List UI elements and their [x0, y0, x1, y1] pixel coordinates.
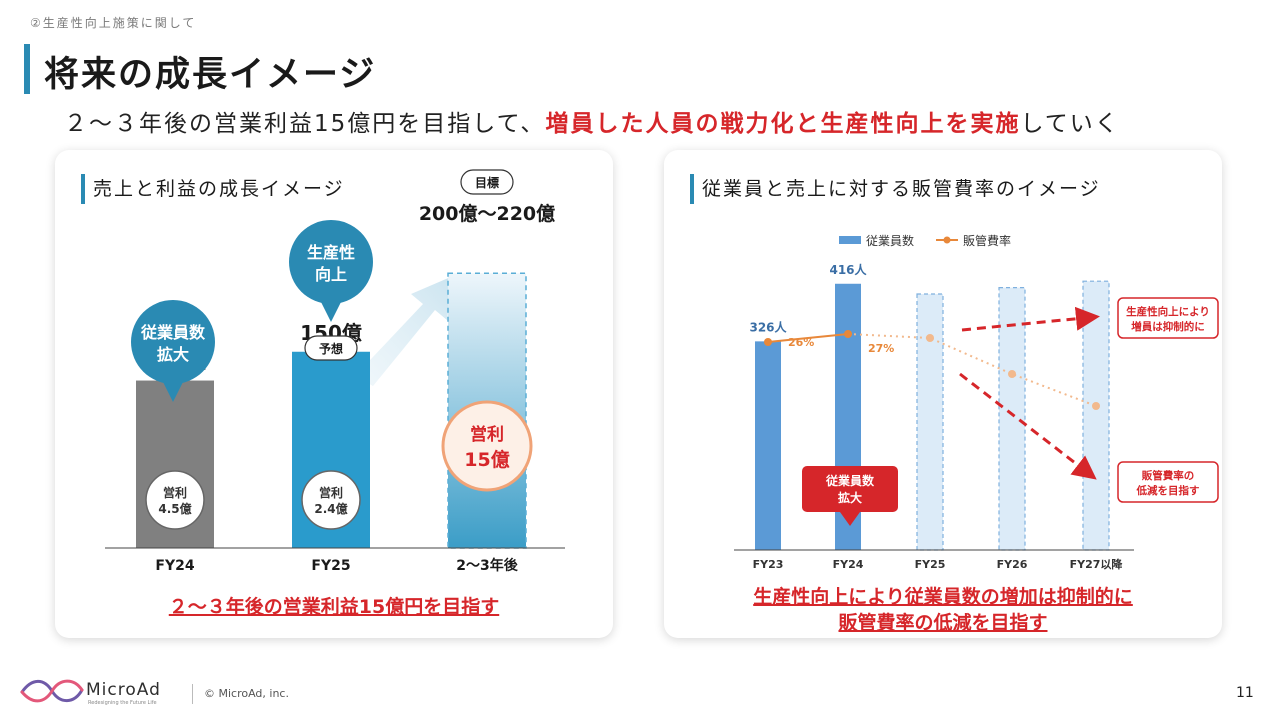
- sga-point: [844, 330, 852, 338]
- callout-pointer: [319, 298, 343, 322]
- legend-label-sga: 販管費率: [963, 233, 1011, 248]
- note-line2: 低減を目指す: [1136, 484, 1200, 497]
- x-tick-label: FY26: [997, 558, 1028, 571]
- footer-divider: [192, 684, 193, 704]
- x-tick-label: FY24: [833, 558, 864, 571]
- callout-box: [802, 466, 898, 512]
- tag-label: 目標: [475, 175, 499, 190]
- employee-bar: [1082, 280, 1110, 551]
- sga-value-label: 27%: [868, 342, 894, 355]
- note-line2: 増員は抑制的に: [1131, 320, 1205, 333]
- section-label: ②生産性向上施策に関して: [30, 16, 197, 30]
- profit-label-line2: 4.5億: [158, 501, 191, 516]
- profit-label-line1: 営利: [163, 485, 187, 500]
- profit-label-line1: 営利: [319, 485, 343, 500]
- employee-bar: [998, 287, 1026, 551]
- page-number: 11: [1236, 685, 1254, 701]
- x-tick-label: FY25: [915, 558, 946, 571]
- note-line1: 生産性向上により: [1126, 305, 1210, 318]
- x-tick-label: FY24: [155, 558, 194, 574]
- profit-label-line1: 営利: [470, 424, 504, 445]
- profit-label-line2: 2.4億: [314, 501, 347, 516]
- revenue-profit-card: 売上と利益の成長イメージ 128億150億200億～220億FY24FY252～…: [55, 150, 613, 638]
- tag-label: 予想: [319, 341, 343, 356]
- sga-point: [926, 334, 934, 342]
- employee-chart: 従業員数 販管費率 326人 416人 FY23 FY24 FY25 FY26 FY27以降 26…: [734, 233, 1219, 571]
- profit-circle: [441, 400, 533, 492]
- callout-bubble: [131, 300, 215, 384]
- callout-line1: 生産性: [307, 243, 355, 262]
- x-tick-label: 2～3年後: [456, 557, 518, 574]
- sga-line-projected: [847, 333, 1097, 407]
- employee-value-label: 326人: [749, 319, 787, 334]
- callout-box-pointer: [840, 512, 860, 526]
- sga-point: [1008, 370, 1016, 378]
- sga-point: [1092, 402, 1100, 410]
- callout-pointer: [161, 378, 185, 402]
- tag-pill: [304, 335, 358, 361]
- legend-swatch-employees: [839, 236, 861, 244]
- note-box: [1117, 297, 1219, 339]
- profit-label-line2: 15億: [464, 448, 509, 471]
- left-conclusion: ２～３年後の営業利益15億円を目指す: [168, 596, 500, 618]
- brand-name: MicroAd: [86, 680, 161, 700]
- note-line1: 販管費率の: [1142, 469, 1195, 482]
- profit-circle: [145, 470, 205, 530]
- page-subtitle: ２～３年後の営業利益15億円を目指して、増員した人員の戦力化と生産性向上を実施し…: [64, 104, 1120, 138]
- title-accent-bar: [24, 44, 30, 94]
- sga-value-label: 26%: [788, 336, 814, 349]
- copyright: © MicroAd, inc.: [204, 687, 289, 700]
- x-tick-label: FY25: [311, 558, 350, 574]
- subtitle-part-1: ２～３年後の営業利益15億円を目指して、: [64, 111, 546, 137]
- growth-arrow: [355, 276, 453, 386]
- callout-line1: 従業員数: [140, 323, 206, 342]
- tag-pill: [460, 169, 514, 195]
- microad-logo-icon: [20, 679, 84, 703]
- profit-circle: [301, 470, 361, 530]
- callout-box-line2: 拡大: [838, 490, 862, 505]
- page-title: 将来の成長イメージ: [44, 55, 377, 95]
- legend-label-employees: 従業員数: [866, 233, 914, 248]
- trend-arrow-flat: [961, 306, 1100, 332]
- sga-line-actual: [767, 333, 849, 343]
- subtitle-part-2: していく: [1020, 111, 1120, 137]
- callout-line2: 拡大: [157, 345, 189, 364]
- employee-bar: [755, 341, 781, 550]
- employee-chart-title: 従業員と売上に対する販管費率のイメージ: [702, 178, 1101, 200]
- callout-line2: 向上: [315, 265, 347, 284]
- bar-value-label: 200億～220億: [419, 202, 555, 225]
- trend-arrow-down: [959, 372, 1097, 480]
- brand-tagline: Redesigning the Future Life: [88, 700, 157, 706]
- callout-box-line1: 従業員数: [825, 473, 875, 488]
- employee-sga-card: 従業員と売上に対する販管費率のイメージ 従業員数 販管費率 326人 416人 FY23…: [664, 150, 1222, 638]
- x-tick-label: FY23: [753, 558, 784, 571]
- legend-marker-sga: [943, 236, 951, 244]
- subtitle-accent: 増員した人員の戦力化と生産性向上を実施: [545, 111, 1021, 137]
- card-accent-bar: [690, 174, 694, 204]
- revenue-chart: 128億150億200億～220億FY24FY252～3年後営利4.5億営利2.…: [105, 169, 565, 574]
- right-conclusion-2: 販管費率の低減を目指す: [838, 612, 1048, 634]
- employee-bar: [916, 293, 944, 551]
- note-box: [1117, 461, 1219, 503]
- sga-point: [764, 338, 772, 346]
- callout-bubble: [289, 220, 373, 304]
- card-accent-bar: [81, 174, 85, 204]
- right-conclusion-1: 生産性向上により従業員数の増加は抑制的に: [753, 586, 1133, 608]
- revenue-chart-title: 売上と利益の成長イメージ: [93, 178, 345, 200]
- employee-value-label: 416人: [829, 262, 867, 277]
- x-tick-label: FY27以降: [1070, 557, 1124, 571]
